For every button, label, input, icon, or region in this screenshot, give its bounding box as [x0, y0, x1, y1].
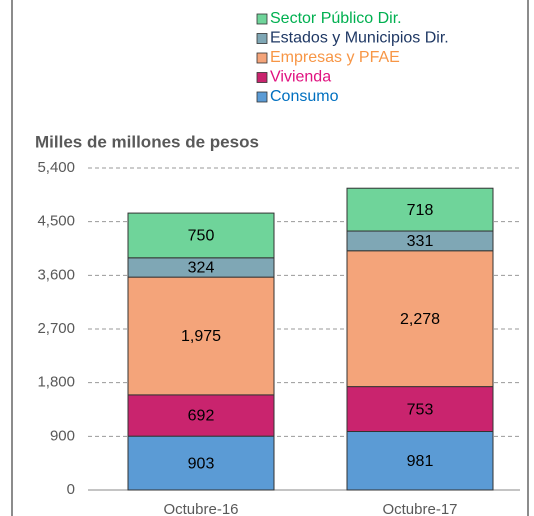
bar-segment — [127, 435, 275, 491]
data-label: 981 — [407, 453, 434, 470]
data-label: 324 — [188, 260, 215, 277]
legend-label: Estados y Municipios Dir. — [270, 30, 449, 47]
bar-segment — [346, 187, 494, 232]
bar-segment — [346, 250, 494, 388]
bar-segment — [346, 386, 494, 433]
data-label: 2,278 — [400, 311, 440, 328]
data-label: 692 — [188, 408, 215, 425]
data-label: 331 — [407, 233, 434, 250]
chart-title: Milles de millones de pesos — [35, 132, 259, 151]
legend-label: Empresas y PFAE — [270, 49, 400, 66]
data-label: 718 — [407, 202, 434, 219]
legend-swatch — [256, 52, 268, 64]
data-label: 1,975 — [181, 328, 221, 345]
x-tick-label: Octubre-17 — [382, 501, 457, 516]
bar-segment — [127, 212, 275, 259]
legend-swatch — [256, 91, 268, 103]
y-tick-label: 900 — [50, 427, 75, 444]
y-tick-label: 5,400 — [37, 159, 75, 176]
legend-label: Sector Público Dir. — [270, 10, 402, 27]
data-label: 753 — [407, 401, 434, 418]
legend-label: Consumo — [270, 88, 339, 105]
frame — [11, 0, 529, 516]
y-tick-label: 1,800 — [37, 374, 75, 391]
data-label: 903 — [188, 455, 215, 472]
y-tick-label: 0 — [67, 481, 75, 498]
x-tick-label: Octubre-16 — [163, 501, 238, 516]
bar-segment — [346, 431, 494, 491]
y-tick-label: 3,600 — [37, 266, 75, 283]
y-tick-label: 4,500 — [37, 213, 75, 230]
legend-label: Vivienda — [270, 69, 331, 86]
data-label: 750 — [188, 228, 215, 245]
legend-swatch — [256, 72, 268, 83]
legend-swatch — [256, 33, 268, 44]
bar-segment — [127, 276, 275, 396]
y-tick-label: 2,700 — [37, 320, 75, 337]
legend-swatch — [256, 13, 268, 25]
